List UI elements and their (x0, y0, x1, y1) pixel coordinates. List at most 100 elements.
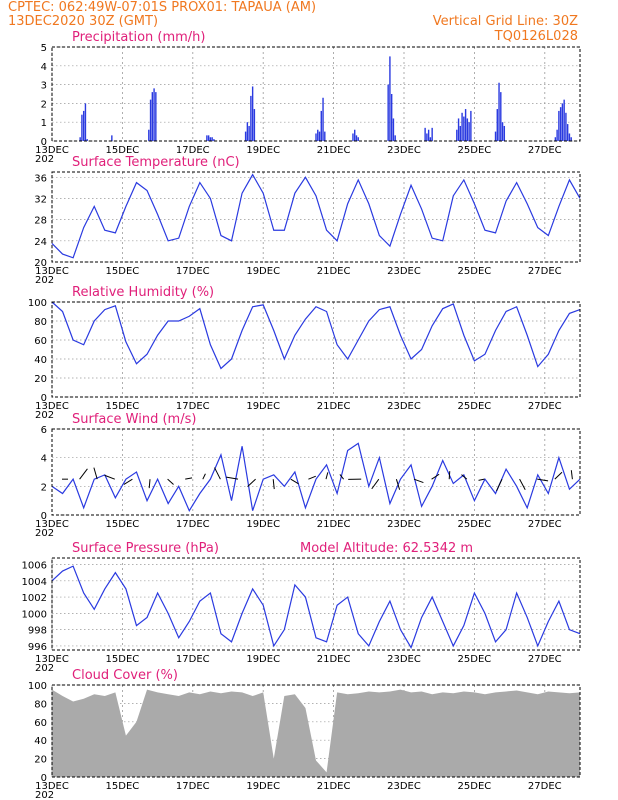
temperature-x-tick-label: 13DEC (35, 266, 69, 277)
precipitation-bar (149, 99, 152, 141)
temperature-y-tick-label: 36 (34, 173, 47, 184)
precipitation-bar (213, 139, 215, 141)
precipitation-y-tick-label: 1 (41, 118, 47, 129)
precipitation-bar (498, 82, 500, 141)
wind-y-tick-label: 0 (41, 511, 47, 522)
temperature-panel: 20 24 28 32 36 Surface Temperature (nC) 13DEC 1… (34, 155, 581, 286)
pressure-x-tick-label: 17DEC (176, 654, 210, 665)
header-line1: CPTEC: 062:49W-07:01S PROX01: TAPAUA (AM… (8, 0, 316, 15)
precipitation-bar (494, 131, 497, 141)
wind-y-tick-label: 2 (41, 482, 47, 493)
precipitation-bar (470, 110, 472, 141)
temperature-y-tick-label: 24 (34, 237, 47, 248)
precipitation-bar (427, 129, 430, 141)
precipitation-bar (431, 127, 433, 141)
cloud-cover-y-tick-label: 60 (34, 718, 47, 729)
precipitation-bar (244, 131, 247, 141)
precipitation-bar (466, 118, 469, 141)
wind-arrow (185, 477, 193, 480)
precipitation-bar (566, 124, 569, 141)
precipitation-bar (501, 122, 504, 141)
precipitation-x-tick-label: 27DEC (528, 145, 562, 156)
wind-y-tick-label: 6 (41, 425, 47, 436)
wind-arrow (395, 479, 401, 490)
humidity-x-tick-label: 19DEC (246, 401, 280, 412)
pressure-x-tick-label: 15DEC (106, 654, 140, 665)
wind-arrow (226, 476, 239, 480)
pressure-y-tick-label: 1004 (22, 577, 47, 588)
precipitation-bar (389, 56, 391, 141)
wind-arrow (413, 478, 424, 484)
precipitation-y-tick-label: 2 (41, 99, 47, 110)
cloud-cover-y-tick-label: 80 (34, 699, 47, 710)
precipitation-x-tick-label: 23DEC (387, 145, 421, 156)
precipitation-bar (322, 97, 324, 141)
wind-arrow (519, 478, 526, 490)
pressure-x-tick-label: 23DEC (387, 654, 421, 665)
wind-x-tick-label: 27DEC (528, 519, 562, 530)
wind-y-tick-label: 4 (41, 454, 47, 465)
humidity-y-tick-label: 40 (34, 355, 47, 366)
pressure-annotation: Model Altitude: 62.5342 m (300, 541, 473, 556)
pressure-x-sub-label: 202 (35, 663, 54, 674)
precipitation-bar (318, 131, 321, 141)
precipitation-bar (206, 135, 208, 141)
pressure-y-tick-label: 996 (28, 642, 47, 653)
precipitation-bar (424, 127, 426, 141)
precipitation-bar (153, 88, 155, 141)
precipitation-bar (468, 122, 470, 141)
wind-arrow (148, 479, 151, 489)
precipitation-bar (79, 137, 81, 141)
precipitation-bar (209, 137, 212, 141)
humidity-y-tick-label: 100 (28, 298, 47, 309)
pressure-y-tick-label: 1006 (22, 561, 47, 572)
temperature-line (51, 173, 581, 259)
wind-x-tick-label: 23DEC (387, 519, 421, 530)
precipitation-bar (250, 95, 252, 141)
wind-arrow (308, 475, 317, 480)
humidity-line (51, 301, 581, 370)
wind-x-sub-label: 202 (35, 528, 54, 539)
precipitation-bar (456, 129, 458, 141)
precipitation-bar (568, 133, 571, 141)
wind-arrow (431, 473, 440, 480)
precipitation-bar (563, 99, 565, 141)
cloud-cover-x-sub-label: 202 (35, 790, 54, 800)
pressure-y-tick-label: 998 (28, 626, 47, 637)
humidity-x-tick-label: 27DEC (528, 401, 562, 412)
wind-arrow (496, 478, 503, 492)
cloud-cover-y-tick-label: 0 (41, 773, 47, 784)
humidity-x-tick-label: 15DEC (106, 401, 140, 412)
wind-line (51, 442, 581, 512)
precipitation-bar (148, 129, 150, 141)
temperature-x-tick-label: 17DEC (176, 266, 210, 277)
precipitation-bar (496, 109, 498, 141)
pressure-x-tick-label: 13DEC (35, 654, 69, 665)
temperature-x-tick-label: 19DEC (246, 266, 280, 277)
wind-arrow (371, 478, 380, 490)
precipitation-bar (253, 109, 256, 141)
precipitation-bar (392, 118, 395, 141)
cloud-cover-x-tick-label: 15DEC (106, 781, 140, 792)
precipitation-bar (352, 133, 354, 141)
temperature-frame (51, 171, 581, 263)
cloud-cover-x-tick-label: 13DEC (35, 781, 69, 792)
temperature-y-tick-label: 20 (34, 258, 47, 269)
precipitation-bar (387, 84, 389, 141)
precipitation-bar (207, 135, 210, 141)
temperature-x-tick-label: 21DEC (317, 266, 351, 277)
wind-arrow (167, 478, 174, 485)
humidity-panel: 0 20 40 60 80 100 Relative Humidity (%) 13DEC 15… (28, 285, 581, 421)
wind-x-tick-label: 17DEC (176, 519, 210, 530)
precipitation-bar (315, 133, 317, 141)
precipitation-bar (464, 109, 467, 141)
precipitation-bar (561, 103, 564, 141)
precipitation-bar (394, 135, 396, 141)
wind-arrow (325, 472, 329, 480)
wind-title: Surface Wind (m/s) (72, 412, 196, 427)
humidity-x-tick-label: 17DEC (176, 401, 210, 412)
wind-arrow (290, 478, 299, 485)
wind-arrow (570, 470, 573, 480)
temperature-x-tick-label: 27DEC (528, 266, 562, 277)
